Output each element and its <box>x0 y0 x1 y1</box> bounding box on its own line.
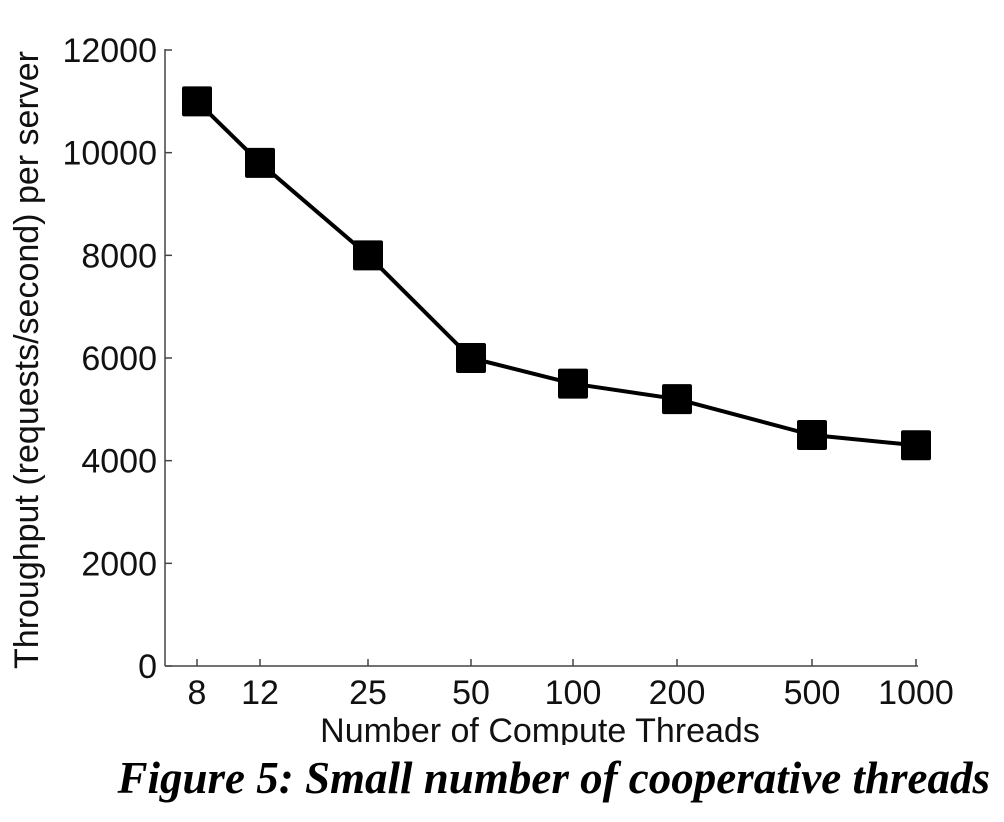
y-tick-label: 0 <box>138 648 157 686</box>
data-point-marker <box>901 430 931 461</box>
y-ticks: 0 2000 4000 6000 8000 10000 12000 <box>62 32 172 686</box>
axes <box>164 49 918 667</box>
x-ticks: 8 12 25 50 100 200 500 1000 <box>188 659 954 712</box>
x-tick-label: 1000 <box>878 674 954 712</box>
x-tick-label: 25 <box>349 674 387 712</box>
x-tick-label: 200 <box>649 674 706 712</box>
y-tick-label: 8000 <box>81 237 157 275</box>
x-tick-label: 100 <box>545 674 602 712</box>
y-tick-label: 10000 <box>62 135 157 173</box>
data-point-marker <box>245 147 275 178</box>
x-tick-label: 8 <box>188 674 207 712</box>
x-axis-label: Number of Compute Threads <box>320 712 760 745</box>
y-tick-label: 2000 <box>81 545 157 583</box>
series-polyline <box>195 99 917 448</box>
series-line <box>182 86 931 461</box>
x-tick-label: 500 <box>784 674 841 712</box>
data-point-marker <box>456 343 486 373</box>
figure-caption: Figure 5: Small number of cooperative th… <box>117 753 990 803</box>
y-axis-label: Throughput (requests/second) per server <box>8 51 46 669</box>
data-point-marker <box>558 368 588 399</box>
x-tick-label: 12 <box>241 674 279 712</box>
throughput-chart: 0 2000 4000 6000 8000 10000 12000 8 12 25 50 100 20… <box>8 32 954 745</box>
y-tick-label: 12000 <box>62 32 157 70</box>
data-point-marker <box>182 86 212 117</box>
x-tick-label: 50 <box>452 674 490 712</box>
y-tick-label: 4000 <box>81 443 157 481</box>
data-point-marker <box>662 384 692 415</box>
data-point-marker <box>797 420 827 450</box>
data-point-marker <box>353 240 383 271</box>
y-tick-label: 6000 <box>81 340 157 378</box>
